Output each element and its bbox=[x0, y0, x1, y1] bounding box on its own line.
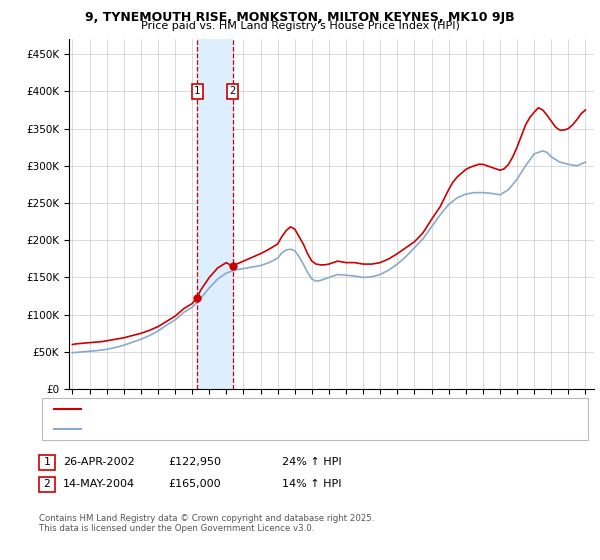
Bar bbox=[197, 39, 233, 389]
Text: 14% ↑ HPI: 14% ↑ HPI bbox=[282, 479, 341, 489]
Text: 2: 2 bbox=[43, 479, 50, 489]
Text: Price paid vs. HM Land Registry's House Price Index (HPI): Price paid vs. HM Land Registry's House … bbox=[140, 21, 460, 31]
Text: 1: 1 bbox=[194, 86, 200, 96]
Text: Contains HM Land Registry data © Crown copyright and database right 2025.
This d: Contains HM Land Registry data © Crown c… bbox=[39, 514, 374, 534]
Text: HPI: Average price, semi-detached house, Milton Keynes: HPI: Average price, semi-detached house,… bbox=[87, 424, 355, 433]
Text: 9, TYNEMOUTH RISE, MONKSTON, MILTON KEYNES, MK10 9JB (semi-detached house): 9, TYNEMOUTH RISE, MONKSTON, MILTON KEYN… bbox=[87, 405, 487, 414]
Text: 26-APR-2002: 26-APR-2002 bbox=[63, 457, 135, 467]
Text: 24% ↑ HPI: 24% ↑ HPI bbox=[282, 457, 341, 467]
Text: £122,950: £122,950 bbox=[168, 457, 221, 467]
Text: 1: 1 bbox=[43, 457, 50, 467]
Text: 14-MAY-2004: 14-MAY-2004 bbox=[63, 479, 135, 489]
Text: £165,000: £165,000 bbox=[168, 479, 221, 489]
Text: 9, TYNEMOUTH RISE, MONKSTON, MILTON KEYNES, MK10 9JB: 9, TYNEMOUTH RISE, MONKSTON, MILTON KEYN… bbox=[85, 11, 515, 24]
Text: 2: 2 bbox=[230, 86, 236, 96]
